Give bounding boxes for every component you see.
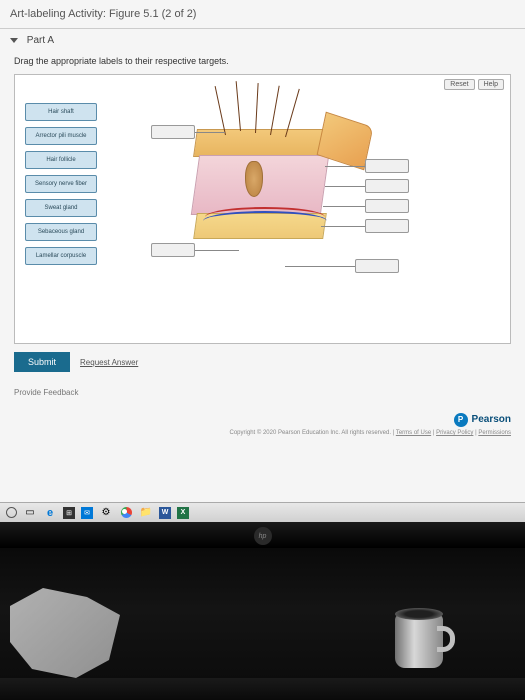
mug-body [395, 614, 443, 668]
part-header[interactable]: Part A [0, 28, 525, 52]
store-icon[interactable]: ⊞ [63, 507, 75, 519]
submit-button[interactable]: Submit [14, 352, 70, 372]
chrome-icon[interactable] [119, 506, 133, 520]
physical-desk-area: hp [0, 522, 525, 700]
copyright-text: Copyright © 2020 Pearson Education Inc. … [14, 430, 511, 436]
hair-strand [236, 81, 241, 131]
mug-rim [395, 608, 443, 620]
privacy-link[interactable]: Privacy Policy [436, 430, 473, 436]
drop-target[interactable] [151, 125, 195, 139]
mug-handle [437, 626, 455, 652]
edge-icon[interactable]: e [43, 506, 57, 520]
crumpled-paper [10, 588, 120, 678]
part-label: Part A [27, 35, 54, 46]
desk-surface [0, 548, 525, 700]
activity-canvas: Reset Help Hair shaft Arrector pili musc… [14, 74, 511, 344]
monitor-bezel: hp [0, 522, 525, 548]
label-chip-lamellar-corpuscle[interactable]: Lamellar corpuscle [25, 247, 97, 265]
labels-column: Hair shaft Arrector pili muscle Hair fol… [25, 103, 97, 265]
label-chip-sebaceous-gland[interactable]: Sebaceous gland [25, 223, 97, 241]
caret-down-icon [10, 38, 18, 43]
pearson-p-icon: P [454, 413, 468, 427]
coffee-mug [395, 608, 455, 672]
pearson-brand-text: Pearson [472, 414, 511, 425]
label-chip-hair-shaft[interactable]: Hair shaft [25, 103, 97, 121]
epidermis-layer [193, 129, 327, 157]
instruction-text: Drag the appropriate labels to their res… [0, 52, 525, 74]
leader-line [325, 186, 365, 187]
task-view-icon[interactable]: ▭ [23, 506, 37, 520]
drop-target[interactable] [355, 259, 399, 273]
drop-target[interactable] [365, 159, 409, 173]
label-chip-arrector-pili[interactable]: Arrector pili muscle [25, 127, 97, 145]
word-icon[interactable]: W [159, 507, 171, 519]
leader-line [285, 266, 355, 267]
help-button[interactable]: Help [478, 79, 504, 90]
permissions-link[interactable]: Permissions [478, 430, 511, 436]
drop-target[interactable] [151, 243, 195, 257]
provide-feedback-link[interactable]: Provide Feedback [0, 380, 525, 405]
hair-strand [255, 83, 259, 133]
terms-link[interactable]: Terms of Use [396, 430, 431, 436]
hair-strand [215, 86, 226, 135]
footer: P Pearson Copyright © 2020 Pearson Educa… [0, 405, 525, 444]
label-chip-sensory-nerve[interactable]: Sensory nerve fiber [25, 175, 97, 193]
windows-taskbar[interactable]: ▭ e ⊞ ✉ ⚙ 📁 W X [0, 502, 525, 522]
hair-strand [270, 86, 280, 135]
app-icon[interactable]: 📁 [139, 506, 153, 520]
leader-line [195, 250, 239, 251]
skin-diagram [115, 89, 445, 329]
leader-line [321, 226, 365, 227]
app-icon[interactable]: ⚙ [99, 506, 113, 520]
excel-icon[interactable]: X [177, 507, 189, 519]
mail-icon[interactable]: ✉ [81, 507, 93, 519]
copyright-prefix: Copyright © 2020 Pearson Education Inc. … [230, 430, 396, 436]
cortana-icon[interactable] [6, 507, 17, 518]
keyboard-edge [0, 678, 525, 700]
drop-target[interactable] [365, 179, 409, 193]
label-chip-hair-follicle[interactable]: Hair follicle [25, 151, 97, 169]
page-title: Art-labeling Activity: Figure 5.1 (2 of … [0, 0, 525, 28]
leader-line [195, 132, 225, 133]
leader-line [323, 206, 365, 207]
leader-line [325, 166, 365, 167]
hp-logo-icon: hp [254, 527, 272, 545]
hair-follicle-shape [245, 161, 263, 197]
request-answer-link[interactable]: Request Answer [80, 358, 138, 367]
drop-target[interactable] [365, 199, 409, 213]
reset-button[interactable]: Reset [444, 79, 474, 90]
label-chip-sweat-gland[interactable]: Sweat gland [25, 199, 97, 217]
drop-target[interactable] [365, 219, 409, 233]
pearson-logo: P Pearson [454, 413, 511, 427]
